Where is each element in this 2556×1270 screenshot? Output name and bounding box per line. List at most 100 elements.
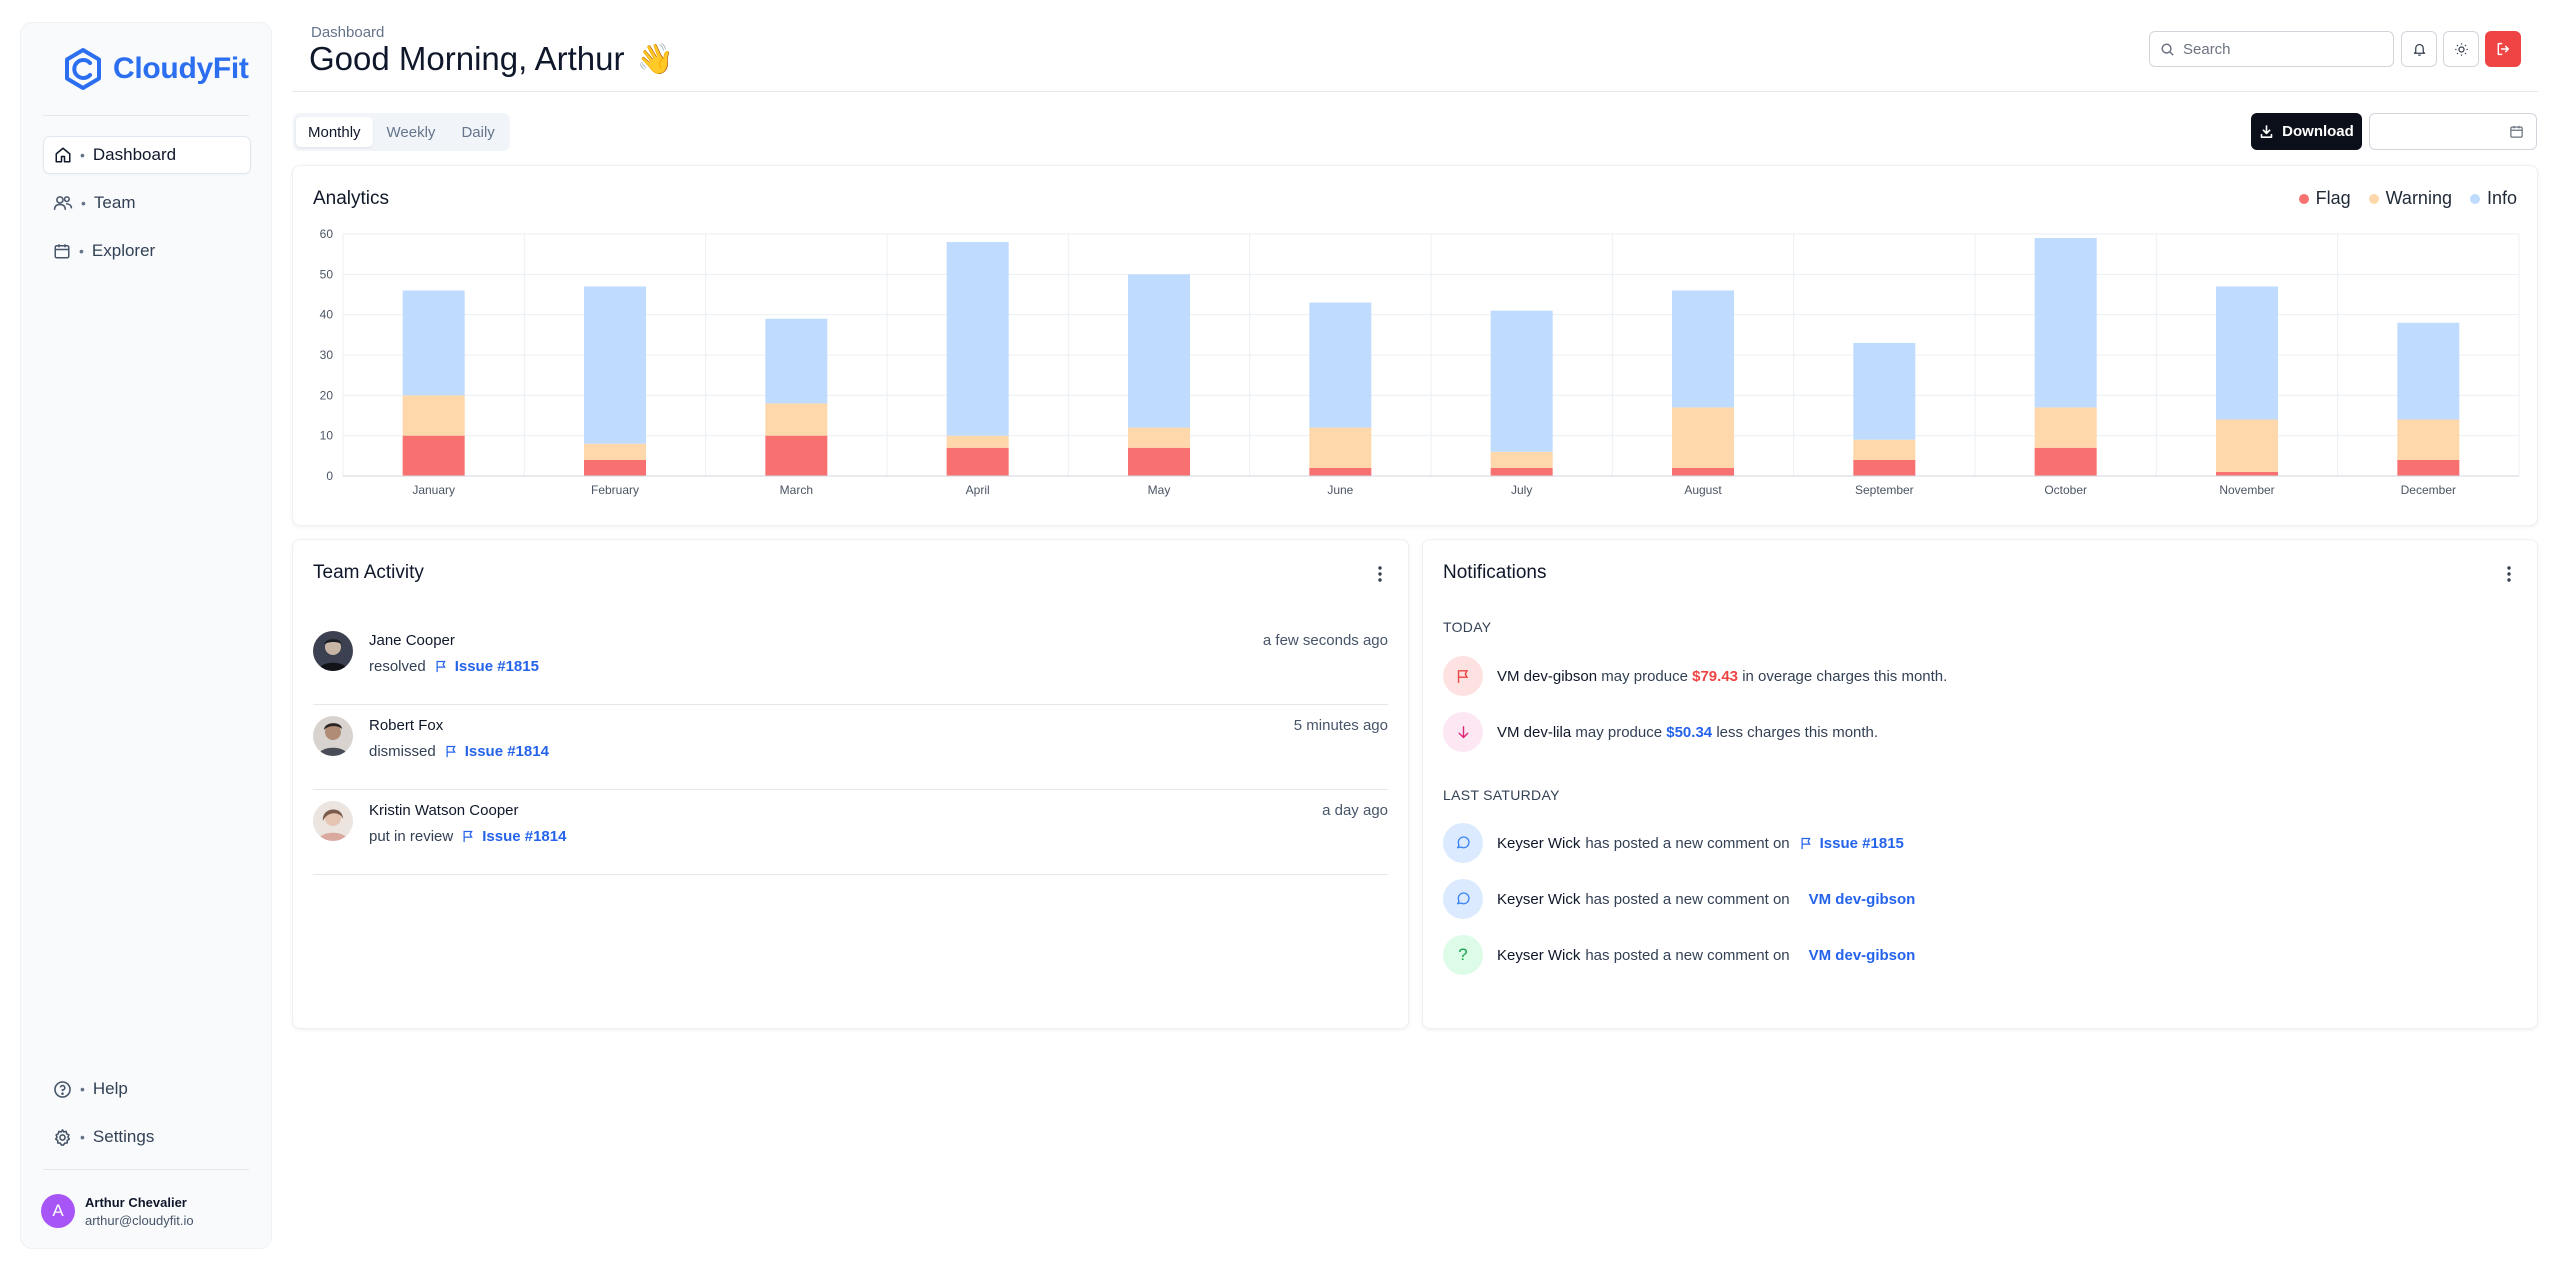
sidebar-item-explorer[interactable]: • Explorer — [43, 232, 251, 270]
vm-name: VM dev-lila — [1497, 723, 1572, 741]
bar-flag-january[interactable] — [402, 435, 465, 476]
bar-warning-june[interactable] — [1309, 427, 1372, 468]
notification-item[interactable]: Keyser Wick has posted a new comment on … — [1443, 822, 2517, 864]
tab-daily[interactable]: Daily — [461, 123, 495, 141]
header-divider — [292, 91, 2538, 92]
y-tick-label: 10 — [320, 429, 334, 443]
notifications-title: Notifications — [1443, 562, 1547, 583]
x-tick-label: July — [1511, 483, 1532, 497]
bar-flag-march[interactable] — [765, 435, 828, 476]
search-box[interactable] — [2149, 31, 2394, 67]
sidebar-item-settings[interactable]: • Settings — [43, 1118, 251, 1156]
tab-weekly[interactable]: Weekly — [386, 123, 436, 141]
avatar[interactable] — [313, 631, 353, 671]
bar-info-february[interactable] — [584, 286, 646, 444]
bar-warning-march[interactable] — [765, 403, 828, 436]
bar-info-may[interactable] — [1128, 274, 1190, 428]
notification-item[interactable]: VM dev-gibson may produce $79.43 in over… — [1443, 655, 2517, 697]
bar-warning-november[interactable] — [2216, 419, 2278, 472]
bar-warning-october[interactable] — [2034, 407, 2097, 448]
comment-target-link[interactable]: VM dev-gibson — [1809, 947, 1916, 964]
bar-info-december[interactable] — [2397, 322, 2460, 420]
logout-button[interactable] — [2485, 31, 2521, 67]
more-options-icon[interactable] — [1378, 566, 1382, 582]
sidebar-divider — [43, 115, 249, 116]
bar-warning-december[interactable] — [2397, 419, 2460, 460]
bar-info-november[interactable] — [2216, 286, 2278, 420]
bar-warning-january[interactable] — [402, 395, 465, 436]
flag-icon — [436, 660, 446, 673]
bar-warning-september[interactable] — [1853, 439, 1916, 460]
issue-link[interactable]: Issue #1815 — [434, 658, 539, 675]
bar-flag-november[interactable] — [2216, 471, 2278, 476]
sidebar-item-team[interactable]: • Team — [43, 184, 251, 222]
tab-monthly[interactable]: Monthly — [296, 117, 373, 147]
bar-warning-august[interactable] — [1672, 407, 1734, 468]
team-activity-title: Team Activity — [313, 562, 424, 583]
user-name: Arthur Chevalier — [85, 1194, 187, 1210]
bar-info-march[interactable] — [765, 318, 828, 404]
notification-item[interactable]: ? Keyser Wick has posted a new comment o… — [1443, 934, 2517, 976]
download-button[interactable]: Download — [2251, 113, 2362, 150]
comment-target-label: Issue #1815 — [1819, 834, 1904, 852]
avatar[interactable] — [313, 801, 353, 841]
bar-info-september[interactable] — [1853, 342, 1916, 440]
notification-item[interactable]: VM dev-lila may produce $50.34 less char… — [1443, 711, 2517, 753]
issue-link[interactable]: Issue #1814 — [461, 828, 566, 845]
bar-flag-october[interactable] — [2034, 447, 2097, 476]
notifications-button[interactable] — [2401, 31, 2437, 67]
legend-item-warning[interactable]: Warning — [2368, 188, 2452, 209]
bar-info-october[interactable] — [2034, 238, 2097, 408]
bar-info-june[interactable] — [1309, 302, 1372, 428]
activity-description: put in review Issue #1814 — [369, 828, 566, 845]
bar-flag-april[interactable] — [946, 447, 1009, 476]
sidebar-item-dashboard[interactable]: • Dashboard — [43, 136, 251, 174]
notification-post: in overage charges this month. — [1742, 667, 1948, 685]
activity-user-name[interactable]: Kristin Watson Cooper — [369, 802, 519, 819]
bar-flag-december[interactable] — [2397, 459, 2460, 476]
notification-post: less charges this month. — [1716, 723, 1879, 741]
bar-warning-april[interactable] — [946, 435, 1009, 448]
sidebar-item-help[interactable]: • Help — [43, 1070, 251, 1108]
theme-toggle-button[interactable] — [2443, 31, 2479, 67]
comment-target-link[interactable]: VM dev-gibson — [1809, 891, 1916, 908]
more-options-icon[interactable] — [2507, 566, 2511, 582]
bar-info-january[interactable] — [402, 290, 465, 396]
sidebar-item-label: Explorer — [91, 241, 156, 260]
legend-item-info[interactable]: Info — [2469, 188, 2517, 209]
bar-info-august[interactable] — [1672, 290, 1734, 408]
notification-text: VM dev-gibson may produce $79.43 in over… — [1497, 668, 1947, 685]
bar-warning-july[interactable] — [1490, 451, 1553, 468]
analytics-chart: 0 10 20 30 40 50 60 January February March April Ma… — [320, 227, 2520, 497]
bar-info-april[interactable] — [946, 242, 1009, 436]
legend-item-flag[interactable]: Flag — [2298, 188, 2351, 209]
issue-link-label: Issue #1814 — [464, 743, 549, 760]
nav-bullet: • — [80, 147, 85, 163]
bar-flag-may[interactable] — [1128, 447, 1190, 476]
avatar[interactable] — [313, 716, 353, 756]
activity-user-name[interactable]: Jane Cooper — [369, 632, 455, 649]
search-input[interactable] — [2183, 40, 2373, 58]
bar-flag-september[interactable] — [1853, 459, 1916, 476]
download-label: Download — [2282, 123, 2354, 140]
bar-flag-june[interactable] — [1309, 467, 1372, 476]
bar-warning-may[interactable] — [1128, 427, 1190, 448]
question-icon: ? — [1443, 935, 1483, 975]
issue-link[interactable]: Issue #1814 — [444, 743, 549, 760]
bar-flag-february[interactable] — [584, 459, 646, 476]
date-range-picker[interactable] — [2369, 113, 2537, 150]
notifications-card: Notifications TODAY VM dev-gibson may pr… — [1422, 539, 2538, 1029]
bar-flag-july[interactable] — [1490, 467, 1553, 476]
bar-flag-august[interactable] — [1672, 467, 1734, 476]
breadcrumb[interactable]: Dashboard — [311, 24, 385, 41]
notifications-last-saturday-label: LAST SATURDAY — [1443, 787, 1560, 803]
bar-warning-february[interactable] — [584, 443, 646, 460]
bar-info-july[interactable] — [1490, 310, 1553, 452]
logo[interactable]: CloudyFit — [61, 45, 249, 93]
activity-row: Kristin Watson Cooper put in review Issu… — [313, 790, 1388, 875]
notification-item[interactable]: Keyser Wick has posted a new comment on … — [1443, 878, 2517, 920]
user-profile[interactable]: A Arthur Chevalier arthur@cloudyfit.io — [41, 1194, 194, 1228]
activity-user-name[interactable]: Robert Fox — [369, 717, 444, 734]
comment-target-link[interactable]: Issue #1815 — [1799, 835, 1904, 852]
legend-label: Warning — [2385, 188, 2452, 208]
